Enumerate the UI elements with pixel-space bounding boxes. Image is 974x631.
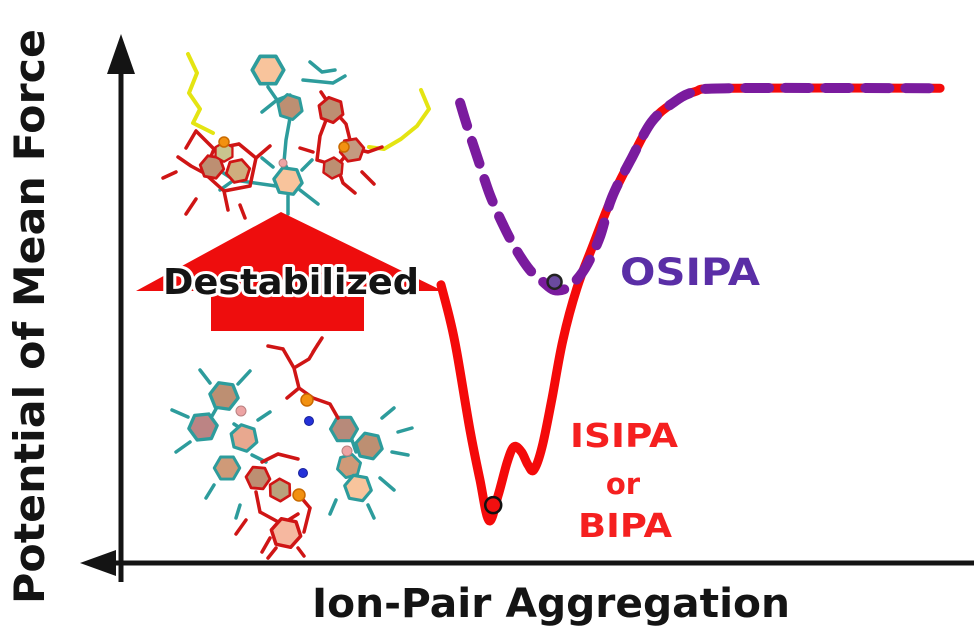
minimum-marker-osipa <box>546 273 563 291</box>
cation-sticks <box>170 368 414 520</box>
or-label: or <box>606 467 641 501</box>
phosphorus-atoms <box>292 393 314 502</box>
axis-arrowheads <box>80 34 135 576</box>
pink-atoms <box>235 405 353 457</box>
nitrogen-atoms <box>298 416 314 478</box>
destabilized-label: Destabilized <box>163 262 419 303</box>
osipa-curve-label: OSIPA <box>620 251 760 294</box>
aggregated-ion-pair-structure <box>170 336 414 560</box>
destabilized-arrow <box>136 212 443 331</box>
anion-sticks <box>234 336 340 560</box>
y-axis-arrow-icon <box>107 34 135 74</box>
minimum-marker-isipa-or-bipa <box>483 495 503 515</box>
curve-isipa-or-bipa <box>436 83 945 526</box>
bipa-curve-label: BIPA <box>578 506 672 545</box>
curve-osipa <box>455 82 946 296</box>
alkyl-chains <box>186 52 431 151</box>
pink-atoms <box>278 158 288 168</box>
anion-sticks <box>161 90 384 220</box>
phosphorus-atoms <box>218 136 350 153</box>
cation-sticks <box>218 54 347 216</box>
x-axis-label: Ion-Pair Aggregation <box>312 581 790 627</box>
isipa-curve-label: ISIPA <box>570 416 679 455</box>
pmf-curves <box>436 82 946 526</box>
dissociated-ion-pairs-structure <box>161 52 431 220</box>
x-axis-arrow-icon <box>80 550 116 576</box>
axes <box>98 46 974 582</box>
y-axis-label: Potential of Mean Force <box>5 29 54 604</box>
